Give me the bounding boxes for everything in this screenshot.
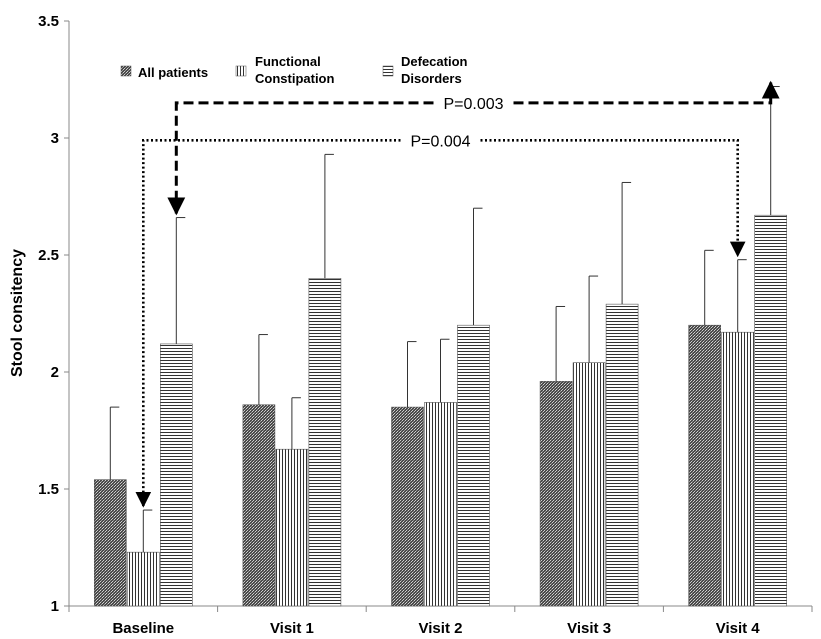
bar	[605, 303, 639, 607]
bar	[424, 402, 457, 607]
significance-line	[513, 80, 780, 105]
y-tick-label: 3.5	[38, 13, 59, 30]
bar	[572, 362, 606, 607]
bar	[457, 324, 490, 607]
bar	[127, 551, 160, 607]
y-axis: 1 1.5 2 2.5 3 3.5	[38, 13, 70, 615]
legend-swatch	[235, 65, 247, 77]
legend-label: Constipation	[255, 71, 334, 86]
legend-label: All patients	[138, 65, 208, 80]
significance-line	[135, 139, 401, 508]
y-tick-label: 1	[51, 598, 59, 615]
p-value-label: P=0.003	[443, 96, 503, 113]
legend-label: Functional	[255, 54, 321, 69]
bar	[308, 278, 342, 607]
bar	[688, 324, 722, 607]
significance-line	[480, 139, 746, 258]
bar	[721, 331, 755, 607]
bar	[275, 448, 309, 607]
legend: All patients Functional Constipation Defeca…	[120, 54, 468, 86]
legend-swatch	[120, 65, 132, 77]
y-tick-label: 1.5	[38, 481, 59, 498]
x-axis: Baseline Visit 1 Visit 2 Visit 3 Visit 4	[68, 605, 813, 637]
bar	[391, 406, 424, 607]
y-tick-label: 3	[51, 130, 59, 147]
significance-line	[167, 101, 434, 216]
x-category-label: Visit 1	[270, 620, 314, 637]
y-axis-title: Stool consitency	[9, 249, 26, 377]
legend-swatch	[382, 65, 394, 77]
bar	[160, 343, 193, 607]
bars	[94, 214, 788, 607]
p-value-label: P=0.004	[410, 133, 470, 150]
error-bars	[109, 86, 780, 553]
bar	[94, 479, 127, 607]
bar	[539, 381, 573, 607]
significance-annotations: P=0.003 P=0.004	[135, 80, 780, 508]
y-tick-label: 2	[51, 364, 59, 381]
x-category-label: Visit 2	[419, 620, 463, 637]
bar	[242, 404, 276, 607]
x-category-label: Baseline	[112, 620, 174, 637]
y-tick-label: 2.5	[38, 247, 59, 264]
bar	[754, 214, 788, 607]
x-category-label: Visit 4	[716, 620, 761, 637]
x-category-label: Visit 3	[567, 620, 611, 637]
legend-label: Defecation	[401, 54, 468, 69]
legend-label: Disorders	[401, 71, 462, 86]
